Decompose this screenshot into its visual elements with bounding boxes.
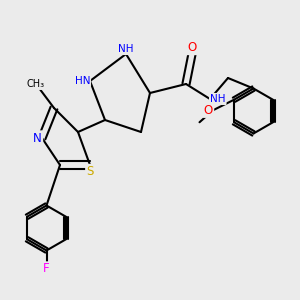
Text: O: O: [188, 41, 196, 54]
Text: CH₃: CH₃: [27, 79, 45, 89]
Text: O: O: [204, 104, 213, 117]
Text: N: N: [33, 131, 42, 145]
Text: F: F: [43, 262, 50, 275]
Text: NH: NH: [118, 44, 134, 54]
Text: HN: HN: [74, 76, 90, 86]
Text: NH: NH: [210, 94, 226, 104]
Text: S: S: [86, 165, 94, 178]
